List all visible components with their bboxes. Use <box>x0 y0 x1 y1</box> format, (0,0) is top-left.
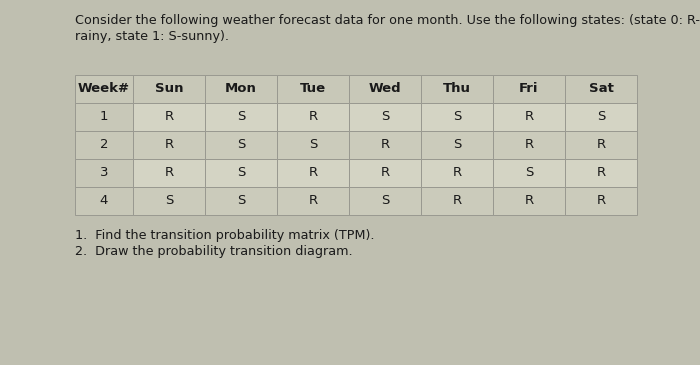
Bar <box>421 75 493 103</box>
Bar <box>205 187 277 215</box>
Bar <box>75 159 133 187</box>
Bar <box>493 159 565 187</box>
Bar <box>349 159 421 187</box>
Bar <box>349 103 421 131</box>
Text: S: S <box>453 111 461 123</box>
Text: Mon: Mon <box>225 82 257 96</box>
Bar <box>493 187 565 215</box>
Text: S: S <box>237 195 245 207</box>
Bar <box>133 103 205 131</box>
Text: S: S <box>381 195 389 207</box>
Bar <box>277 103 349 131</box>
Bar <box>133 187 205 215</box>
Bar <box>277 131 349 159</box>
Bar <box>565 159 637 187</box>
Text: Sat: Sat <box>589 82 613 96</box>
Bar <box>565 187 637 215</box>
Bar <box>349 131 421 159</box>
Text: R: R <box>524 138 533 151</box>
Bar <box>205 103 277 131</box>
Text: R: R <box>596 166 606 180</box>
Text: S: S <box>237 166 245 180</box>
Text: 4: 4 <box>100 195 108 207</box>
Text: S: S <box>237 138 245 151</box>
Bar <box>421 131 493 159</box>
Text: 2: 2 <box>99 138 108 151</box>
Bar <box>493 75 565 103</box>
Text: S: S <box>164 195 173 207</box>
Bar <box>75 131 133 159</box>
Text: R: R <box>164 138 174 151</box>
Bar <box>75 75 133 103</box>
Text: R: R <box>164 111 174 123</box>
Bar <box>75 187 133 215</box>
Text: 1: 1 <box>99 111 108 123</box>
Text: R: R <box>309 166 318 180</box>
Bar <box>493 103 565 131</box>
Bar <box>421 103 493 131</box>
Bar <box>277 187 349 215</box>
Bar <box>565 75 637 103</box>
Bar <box>565 131 637 159</box>
Text: rainy, state 1: S-sunny).: rainy, state 1: S-sunny). <box>75 30 229 43</box>
Text: Sun: Sun <box>155 82 183 96</box>
Bar <box>205 131 277 159</box>
Bar <box>277 159 349 187</box>
Text: R: R <box>524 195 533 207</box>
Text: R: R <box>524 111 533 123</box>
Text: R: R <box>164 166 174 180</box>
Text: Thu: Thu <box>443 82 471 96</box>
Bar <box>421 159 493 187</box>
Text: S: S <box>453 138 461 151</box>
Bar <box>75 103 133 131</box>
Bar <box>349 187 421 215</box>
Bar <box>349 75 421 103</box>
Text: R: R <box>380 138 390 151</box>
Text: R: R <box>452 195 461 207</box>
Text: S: S <box>597 111 606 123</box>
Bar <box>493 131 565 159</box>
Text: Fri: Fri <box>519 82 539 96</box>
Text: S: S <box>309 138 317 151</box>
Bar <box>133 131 205 159</box>
Text: Consider the following weather forecast data for one month. Use the following st: Consider the following weather forecast … <box>75 14 700 27</box>
Text: 2.  Draw the probability transition diagram.: 2. Draw the probability transition diagr… <box>75 245 353 258</box>
Text: Wed: Wed <box>369 82 401 96</box>
Bar <box>277 75 349 103</box>
Text: 3: 3 <box>99 166 108 180</box>
Text: R: R <box>596 195 606 207</box>
Text: R: R <box>309 111 318 123</box>
Text: R: R <box>452 166 461 180</box>
Text: 1.  Find the transition probability matrix (TPM).: 1. Find the transition probability matri… <box>75 229 374 242</box>
Text: S: S <box>525 166 533 180</box>
Text: R: R <box>596 138 606 151</box>
Bar <box>133 159 205 187</box>
Text: Week#: Week# <box>78 82 130 96</box>
Bar <box>565 103 637 131</box>
Text: R: R <box>309 195 318 207</box>
Bar <box>421 187 493 215</box>
Text: S: S <box>237 111 245 123</box>
Text: Tue: Tue <box>300 82 326 96</box>
Bar <box>205 159 277 187</box>
Text: S: S <box>381 111 389 123</box>
Bar <box>205 75 277 103</box>
Bar <box>133 75 205 103</box>
Text: R: R <box>380 166 390 180</box>
